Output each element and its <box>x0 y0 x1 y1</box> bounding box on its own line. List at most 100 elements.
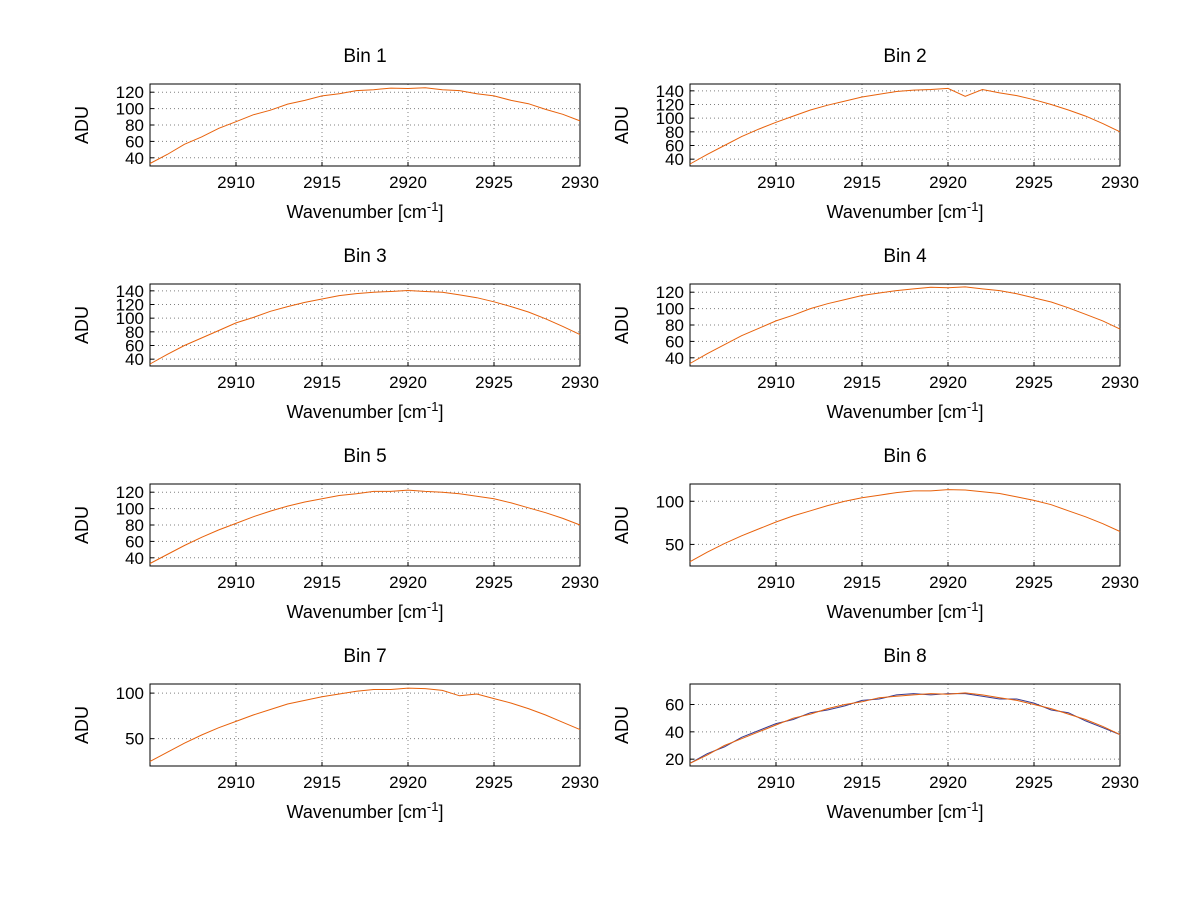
y-tick-label: 50 <box>125 730 144 749</box>
subplot-title: Bin 1 <box>343 46 386 67</box>
y-tick-label: 80 <box>665 123 684 142</box>
x-axis-label: Wavenumber [cm-1] <box>827 799 984 822</box>
x-tick-label: 2930 <box>1101 373 1139 392</box>
x-tick-label: 2920 <box>929 773 967 792</box>
y-tick-label: 20 <box>665 750 684 769</box>
subplot-title: Bin 8 <box>883 646 926 667</box>
subplot-bin-1: 2910 2915 2920 2925 2930 40 60 80 100 120 Bin 1 ADU… <box>60 44 600 244</box>
x-tick-label: 2920 <box>389 173 427 192</box>
y-tick-label: 120 <box>116 83 144 102</box>
y-tick-label: 120 <box>656 283 684 302</box>
x-tick-label: 2925 <box>1015 173 1053 192</box>
x-tick-label: 2910 <box>757 573 795 592</box>
subplot-title: Bin 5 <box>343 446 386 467</box>
x-tick-label: 2920 <box>929 573 967 592</box>
y-axis-label: ADU <box>72 306 92 344</box>
series-spectrum <box>689 489 1121 563</box>
axes-box <box>689 483 1121 567</box>
y-tick-label: 140 <box>656 82 684 101</box>
subplot-title: Bin 3 <box>343 246 386 267</box>
x-tick-label: 2910 <box>217 173 255 192</box>
subplot-title: Bin 2 <box>883 46 926 67</box>
x-tick-label: 2920 <box>389 773 427 792</box>
y-axis-label: ADU <box>612 706 632 744</box>
x-tick-label: 2930 <box>561 573 599 592</box>
subplot-title: Bin 4 <box>883 246 927 267</box>
y-axis-label: ADU <box>72 106 92 144</box>
y-tick-label: 60 <box>125 132 144 151</box>
y-tick-label: 60 <box>665 137 684 156</box>
x-axis-label: Wavenumber [cm-1] <box>827 399 984 422</box>
x-tick-label: 2910 <box>757 373 795 392</box>
series-spectrum <box>149 289 581 365</box>
x-axis-label: Wavenumber [cm-1] <box>287 199 444 222</box>
subplot-bin-2: 2910 2915 2920 2925 2930 40 60 80 100 120 140 Bin 2… <box>600 44 1140 244</box>
y-tick-label: 80 <box>125 116 144 135</box>
x-tick-label: 2930 <box>561 173 599 192</box>
x-tick-label: 2915 <box>303 173 341 192</box>
x-tick-label: 2930 <box>561 373 599 392</box>
y-tick-label: 60 <box>125 337 144 356</box>
y-tick-label: 40 <box>665 723 684 742</box>
subplot-title: Bin 6 <box>883 446 926 467</box>
subplot-bin-6: 2910 2915 2920 2925 2930 50 100 Bin 6 ADU Wavenum… <box>600 444 1140 644</box>
subplot-bin-3: 2910 2915 2920 2925 2930 40 60 80 100 120 140 Bin 3… <box>60 244 600 444</box>
y-tick-label: 140 <box>116 282 144 301</box>
subplot-canvas: 2910 2915 2920 2925 2930 50 100 Bin 7 ADU Wavenum… <box>72 646 599 822</box>
y-axis-label: ADU <box>72 506 92 544</box>
y-tick-label: 60 <box>665 332 684 351</box>
y-axis-label: ADU <box>612 306 632 344</box>
series-spectrum-underlay <box>689 693 1121 764</box>
y-tick-label: 40 <box>665 349 684 368</box>
y-axis-label: ADU <box>72 706 92 744</box>
x-tick-label: 2915 <box>303 573 341 592</box>
x-tick-label: 2915 <box>303 773 341 792</box>
axes-box <box>689 83 1121 167</box>
x-tick-label: 2920 <box>389 373 427 392</box>
y-tick-label: 120 <box>116 296 144 315</box>
x-tick-label: 2910 <box>217 373 255 392</box>
subplot-canvas: 2910 2915 2920 2925 2930 50 100 Bin 6 ADU Wavenum… <box>612 446 1139 622</box>
y-tick-label: 100 <box>116 500 144 519</box>
y-tick-label: 100 <box>656 109 684 128</box>
y-tick-label: 60 <box>125 532 144 551</box>
series-spectrum <box>149 87 581 164</box>
x-axis-label: Wavenumber [cm-1] <box>287 599 444 622</box>
x-tick-label: 2925 <box>1015 573 1053 592</box>
y-tick-label: 80 <box>125 323 144 342</box>
subplot-bin-5: 2910 2915 2920 2925 2930 40 60 80 100 120 Bin 5 ADU… <box>60 444 600 644</box>
axes-box <box>149 283 581 367</box>
y-tick-label: 100 <box>116 684 144 703</box>
series-spectrum <box>689 692 1121 764</box>
x-tick-label: 2925 <box>475 573 513 592</box>
x-axis-label: Wavenumber [cm-1] <box>287 799 444 822</box>
x-tick-label: 2925 <box>475 773 513 792</box>
y-axis-label: ADU <box>612 106 632 144</box>
subplot-grid: 2910 2915 2920 2925 2930 40 60 80 100 120 Bin 1 ADU… <box>60 44 1200 844</box>
y-tick-label: 80 <box>125 516 144 535</box>
x-tick-label: 2920 <box>389 573 427 592</box>
x-tick-label: 2925 <box>475 173 513 192</box>
y-tick-label: 100 <box>116 309 144 328</box>
y-tick-label: 40 <box>125 549 144 568</box>
subplot-bin-4: 2910 2915 2920 2925 2930 40 60 80 100 120 Bin 4 ADU… <box>600 244 1140 444</box>
x-tick-label: 2925 <box>1015 773 1053 792</box>
x-tick-label: 2915 <box>303 373 341 392</box>
x-tick-label: 2930 <box>1101 573 1139 592</box>
y-tick-label: 100 <box>656 300 684 319</box>
figure-canvas: 2910 2915 2920 2925 2930 40 60 80 100 120 Bin 1 ADU… <box>60 44 1200 844</box>
x-tick-label: 2910 <box>217 573 255 592</box>
subplot-canvas: 2910 2915 2920 2925 2930 20 40 60 Bin 8 ADU Wavenu… <box>612 646 1139 822</box>
x-axis-label: Wavenumber [cm-1] <box>287 399 444 422</box>
x-tick-label: 2920 <box>929 373 967 392</box>
x-axis-label: Wavenumber [cm-1] <box>827 199 984 222</box>
y-tick-label: 40 <box>125 149 144 168</box>
x-tick-label: 2925 <box>1015 373 1053 392</box>
y-tick-label: 100 <box>656 492 684 511</box>
y-tick-label: 40 <box>125 350 144 369</box>
x-tick-label: 2925 <box>475 373 513 392</box>
